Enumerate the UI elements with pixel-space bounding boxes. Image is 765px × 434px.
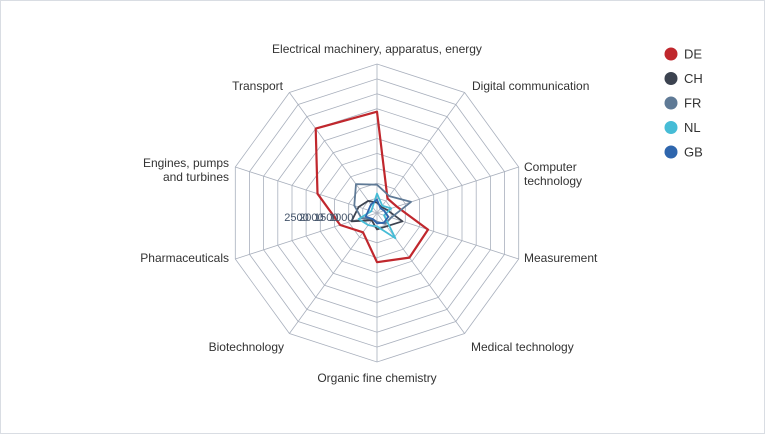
legend-marker-de xyxy=(665,48,678,61)
axis-label: Measurement xyxy=(524,251,598,265)
radar-series xyxy=(316,112,428,263)
axis-label: Organic fine chemistry xyxy=(317,371,436,385)
legend-marker-nl xyxy=(665,121,678,134)
legend-label-fr: FR xyxy=(684,96,701,111)
legend-label-ch: CH xyxy=(684,71,703,86)
legend-marker-ch xyxy=(665,72,678,85)
radial-tick-labels: 1000150020002500 xyxy=(284,212,353,224)
axis-label: Biotechnology xyxy=(209,340,284,354)
legend-marker-gb xyxy=(665,146,678,159)
legend-marker-fr xyxy=(665,97,678,110)
axis-spoke-1 xyxy=(377,93,465,214)
axis-label: Transport xyxy=(232,79,284,93)
axis-label: Digital communication xyxy=(472,79,589,93)
axis-label: technology xyxy=(524,174,582,188)
axis-spoke-6 xyxy=(289,213,377,334)
axis-spoke-4 xyxy=(377,213,465,334)
axis-label: Computer xyxy=(524,160,577,174)
radial-tick-label: 2500 xyxy=(284,212,308,224)
axis-spoke-9 xyxy=(289,93,377,214)
legend-label-gb: GB xyxy=(684,145,703,160)
axis-label: Pharmaceuticals xyxy=(140,251,229,265)
series-de-line xyxy=(316,112,428,263)
axis-label: and turbines xyxy=(163,170,229,184)
axis-label: Medical technology xyxy=(471,340,574,354)
legend-label-nl: NL xyxy=(684,120,701,135)
axis-label: Engines, pumps xyxy=(143,156,229,170)
legend: DE CH FR NL GB xyxy=(665,47,703,160)
legend-label-de: DE xyxy=(684,47,702,62)
radar-chart-svg: 1000150020002500 Electrical machinery, a… xyxy=(1,1,764,433)
axis-label: Electrical machinery, apparatus, energy xyxy=(272,42,482,56)
radar-chart: 1000150020002500 Electrical machinery, a… xyxy=(0,0,765,434)
